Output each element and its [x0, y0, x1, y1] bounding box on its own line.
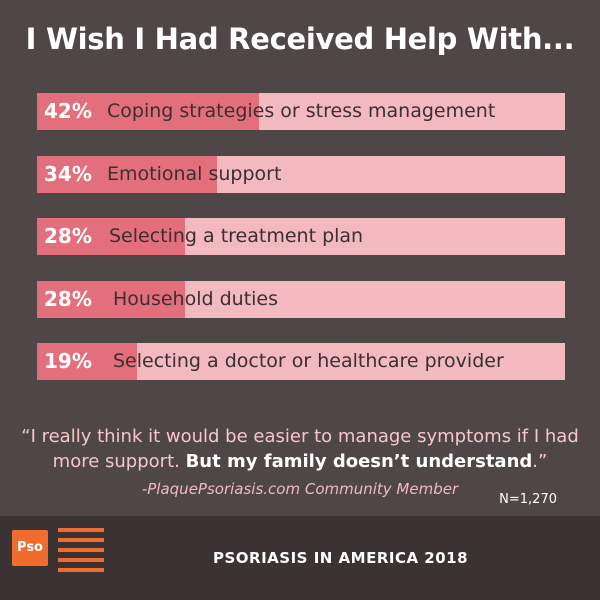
bar-category-label: Emotional support: [107, 163, 282, 185]
bar: [37, 343, 138, 380]
logo-text: Pso: [17, 540, 43, 555]
bar-value-label: 28%: [44, 224, 92, 248]
bar: [37, 93, 259, 130]
bar-track: 28% Selecting a treatment plan: [37, 218, 565, 255]
flag-stripes-icon: [58, 528, 104, 578]
quote-end: .”: [532, 451, 548, 472]
quote-text: “I really think it would be easier to ma…: [21, 426, 579, 472]
bar-category-label: Selecting a doctor or healthcare provide…: [113, 350, 504, 372]
bar-category-label: Selecting a treatment plan: [109, 225, 364, 247]
bar: [37, 281, 185, 318]
bar-track: 19% Selecting a doctor or healthcare prov…: [37, 343, 565, 380]
quote-emphasis: But my family doesn’t understand: [185, 451, 533, 472]
footer-title: PSORIASIS IN AMERICA 2018: [213, 549, 469, 567]
bar: [37, 218, 185, 255]
quote-attribution: -PlaquePsoriasis.com Community Member: [141, 480, 459, 498]
pso-logo-icon: Pso: [12, 530, 48, 566]
bar-value-label: 28%: [44, 287, 92, 311]
bar-value-label: 42%: [44, 99, 92, 123]
bar-category-label: Household duties: [113, 288, 279, 310]
bar-track: 42% Coping strategies or stress managemen…: [37, 93, 565, 130]
bar-category-label: Coping strategies or stress management: [107, 100, 496, 122]
bar-value-label: 34%: [44, 162, 92, 186]
chart-title: I Wish I Had Received Help With...: [25, 22, 575, 56]
bar-value-label: 19%: [44, 349, 92, 373]
bar: [37, 156, 217, 193]
sample-size: N=1,270: [499, 492, 557, 507]
bar-track: 34% Emotional support: [37, 156, 565, 193]
member-quote: “I really think it would be easier to ma…: [20, 424, 580, 474]
bar-track: 28% Household duties: [37, 281, 565, 318]
bar-chart: 42% Coping strategies or stress managemen…: [37, 93, 565, 383]
